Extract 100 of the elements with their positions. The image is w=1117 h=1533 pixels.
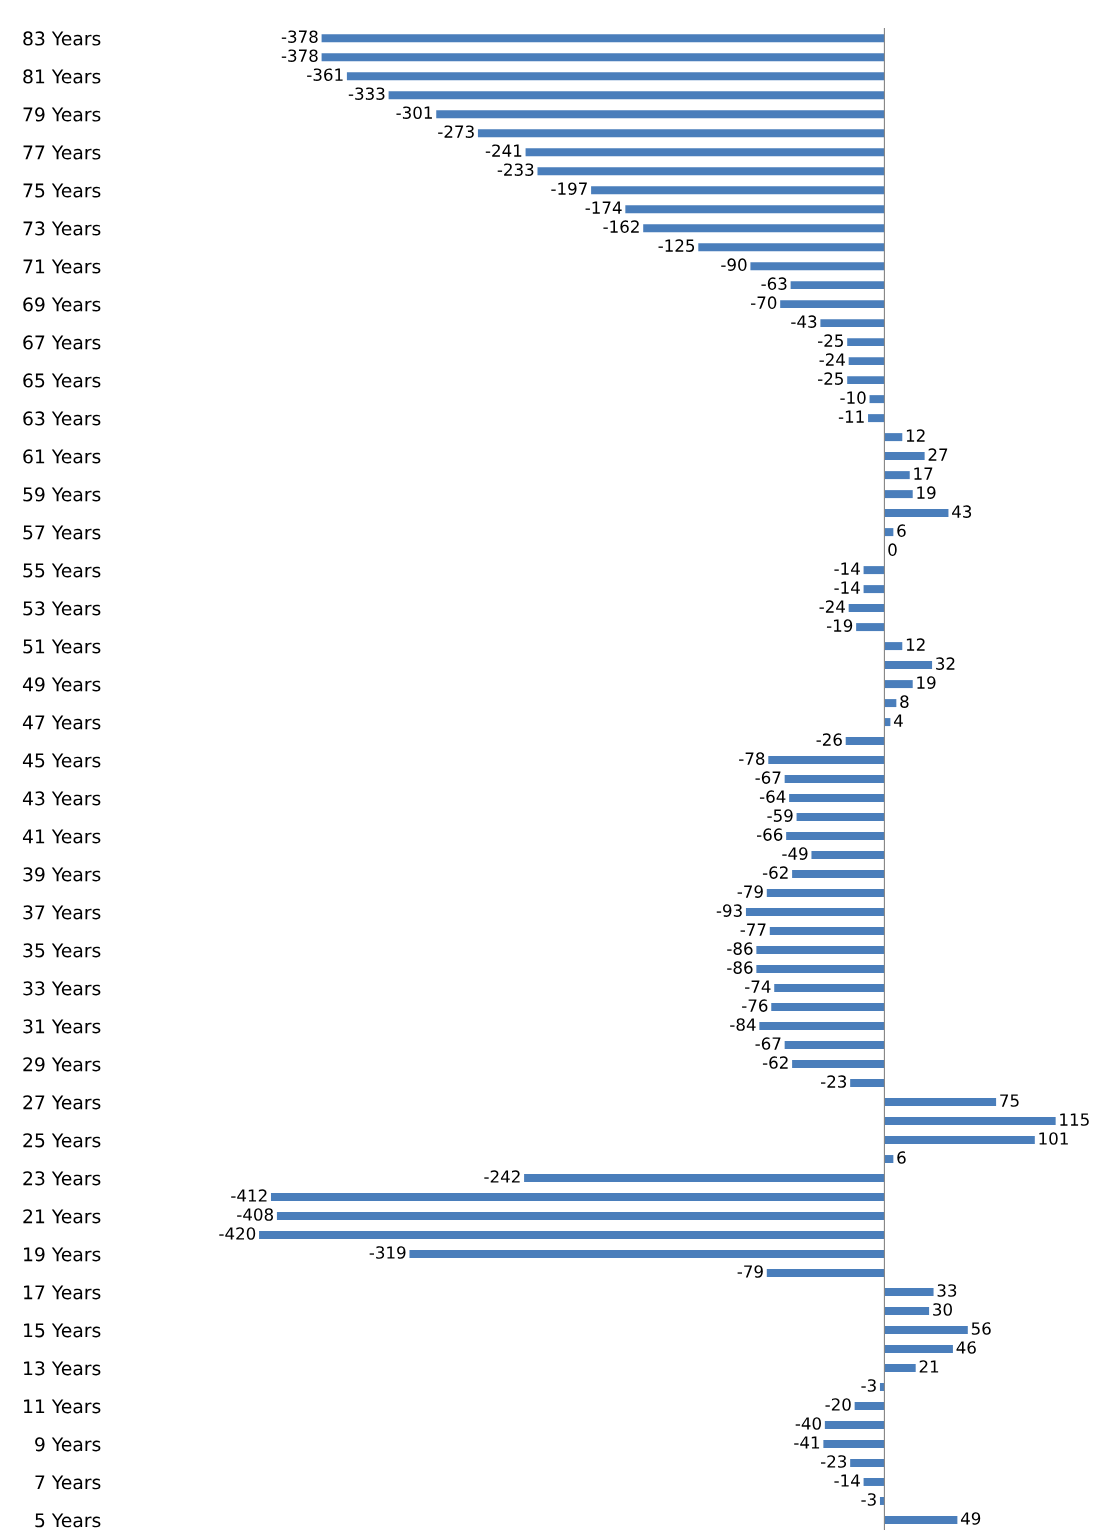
y-tick-label: 59 Years — [23, 487, 101, 502]
data-label: -301 — [396, 106, 432, 119]
bar — [321, 53, 885, 62]
data-label: 8 — [900, 695, 909, 708]
bar — [884, 1136, 1035, 1145]
bar — [524, 1174, 885, 1183]
data-label: -241 — [485, 144, 522, 157]
data-label: 12 — [906, 429, 925, 442]
y-tick-label: 9 Years — [35, 1437, 101, 1452]
y-tick-label: 81 Years — [23, 69, 101, 84]
bar — [884, 661, 933, 670]
bar — [768, 756, 885, 765]
data-label: 33 — [937, 1284, 957, 1297]
bar — [884, 1288, 934, 1296]
y-tick-label: 69 Years — [23, 297, 101, 312]
bar — [884, 1155, 894, 1164]
data-label: -11 — [838, 410, 864, 423]
bar — [750, 262, 885, 271]
bar — [884, 642, 903, 651]
data-label: -23 — [820, 1075, 847, 1088]
data-label: -40 — [795, 1417, 821, 1430]
bar — [884, 1515, 958, 1524]
y-tick-label: 49 Years — [22, 677, 101, 692]
data-label: -420 — [219, 1227, 256, 1240]
data-label: -59 — [767, 809, 793, 822]
data-label: -93 — [716, 904, 742, 917]
y-tick-label: 23 Years — [23, 1171, 101, 1186]
bar — [792, 870, 885, 879]
bar — [537, 167, 885, 176]
bar — [884, 1307, 930, 1315]
bar — [848, 357, 885, 366]
bar — [756, 946, 885, 955]
data-label: 46 — [956, 1341, 976, 1354]
y-tick-label: 31 Years — [23, 1019, 101, 1034]
data-label: -63 — [761, 277, 787, 290]
bar — [756, 965, 885, 974]
bar — [847, 376, 885, 385]
data-label: -67 — [755, 771, 781, 784]
bar — [884, 433, 903, 442]
data-label: -79 — [737, 885, 763, 898]
bar — [625, 205, 885, 214]
bar — [774, 984, 885, 993]
data-label: -3 — [861, 1379, 876, 1392]
data-label: -333 — [348, 87, 385, 100]
data-label: -25 — [818, 372, 843, 385]
bar — [854, 1402, 885, 1410]
data-label: -162 — [603, 220, 639, 233]
bar — [884, 528, 894, 537]
data-label: -10 — [840, 391, 866, 404]
data-label: -24 — [819, 600, 845, 613]
data-label: 0 — [888, 543, 897, 556]
bar — [766, 889, 885, 898]
data-label: -86 — [727, 961, 753, 974]
y-tick-label: 35 Years — [23, 943, 101, 958]
bar — [792, 1060, 885, 1069]
data-label: -78 — [739, 752, 765, 765]
y-tick-label: 21 Years — [23, 1209, 101, 1224]
bar — [409, 1250, 885, 1258]
bar — [477, 129, 885, 138]
data-label: 30 — [933, 1303, 952, 1316]
y-tick-label: 67 Years — [23, 335, 101, 350]
data-label: -66 — [756, 828, 783, 841]
data-label: -174 — [585, 201, 622, 214]
bar — [745, 908, 885, 917]
bar — [884, 509, 949, 518]
data-label: 4 — [893, 714, 903, 727]
bar — [643, 224, 885, 233]
data-label: -77 — [740, 923, 766, 936]
data-label: 21 — [919, 1360, 939, 1373]
bar — [525, 148, 885, 157]
bar — [321, 34, 885, 43]
data-label: 75 — [1000, 1094, 1019, 1107]
data-label: -197 — [551, 182, 587, 195]
bar — [796, 813, 885, 822]
y-tick-label: 77 Years — [23, 145, 101, 160]
y-tick-label: 75 Years — [23, 183, 101, 198]
data-label: -25 — [818, 334, 843, 347]
data-label: 17 — [914, 467, 933, 480]
bar — [863, 585, 885, 594]
bar — [698, 243, 885, 252]
data-label: -76 — [742, 999, 768, 1012]
y-tick-label: 15 Years — [24, 1323, 101, 1338]
bar — [790, 281, 885, 290]
data-label: -79 — [737, 1265, 763, 1278]
bar — [276, 1212, 885, 1220]
bar — [869, 395, 885, 404]
bar — [270, 1193, 885, 1202]
data-label: -273 — [438, 125, 474, 138]
bar — [884, 1326, 968, 1334]
y-tick-label: 47 Years — [22, 715, 101, 730]
bar — [823, 1440, 885, 1448]
data-label: -70 — [751, 296, 777, 309]
data-label: 6 — [897, 1151, 906, 1164]
data-label: -24 — [819, 353, 845, 366]
y-tick-label: 63 Years — [23, 411, 101, 426]
data-label: 101 — [1039, 1132, 1068, 1145]
bar — [759, 1022, 885, 1031]
bar — [780, 300, 885, 309]
y-tick-label: 71 Years — [23, 259, 101, 274]
bar — [884, 680, 913, 689]
